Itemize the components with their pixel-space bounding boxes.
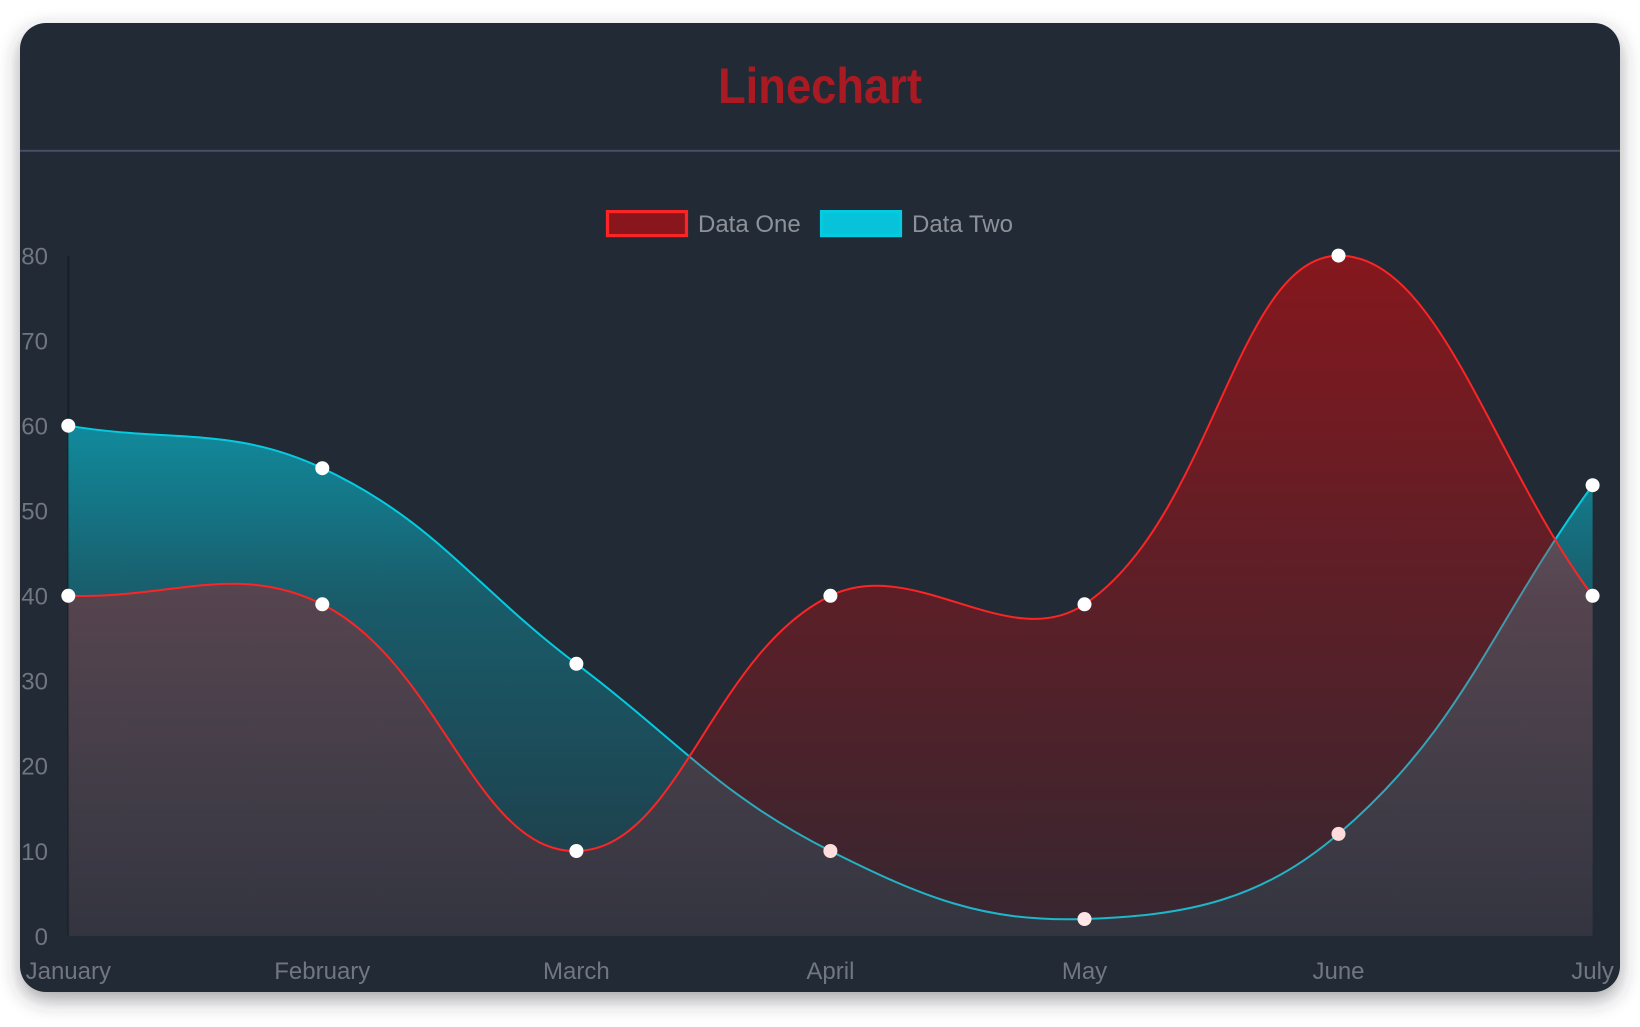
svg-text:60: 60 (21, 414, 48, 441)
svg-text:40: 40 (21, 584, 48, 611)
svg-text:March: March (543, 958, 610, 985)
svg-text:May: May (1062, 958, 1107, 985)
svg-text:10: 10 (21, 839, 48, 866)
svg-text:Linechart: Linechart (718, 58, 922, 114)
svg-text:April: April (806, 958, 854, 985)
svg-text:80: 80 (21, 243, 48, 270)
svg-text:Data One: Data One (698, 211, 801, 238)
svg-text:0: 0 (35, 924, 48, 951)
svg-text:June: June (1312, 958, 1364, 985)
svg-text:January: January (26, 958, 111, 985)
svg-text:70: 70 (21, 328, 48, 355)
svg-text:50: 50 (21, 499, 48, 526)
svg-text:July: July (1571, 958, 1614, 985)
svg-text:February: February (274, 958, 370, 985)
svg-text:20: 20 (21, 754, 48, 781)
svg-text:30: 30 (21, 669, 48, 696)
svg-text:Data Two: Data Two (912, 211, 1013, 238)
